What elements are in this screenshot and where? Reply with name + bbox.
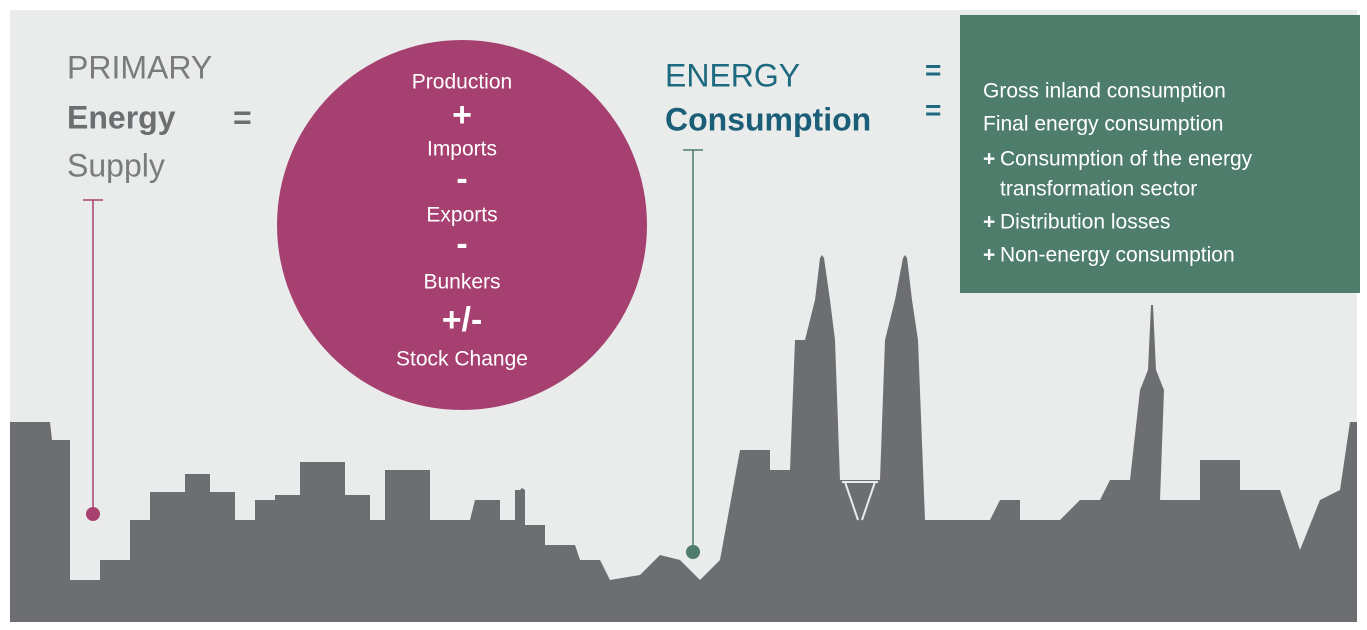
formula-term: Imports bbox=[427, 138, 497, 161]
supply-label: Supply bbox=[67, 147, 165, 183]
formula-operator: +/- bbox=[442, 301, 483, 339]
energy-caption: ENERGY bbox=[665, 57, 800, 93]
formula-term: Exports bbox=[426, 204, 497, 227]
formula-term: Bunkers bbox=[423, 271, 500, 294]
box-line: transformation sector bbox=[1000, 178, 1197, 201]
formula-term: Stock Change bbox=[396, 348, 528, 371]
connector-dot bbox=[86, 507, 100, 521]
box-line: Consumption of the energy bbox=[1000, 148, 1253, 171]
box-line: Distribution losses bbox=[1000, 211, 1170, 234]
box-operator: + bbox=[983, 244, 995, 267]
box-line: Final energy consumption bbox=[983, 113, 1223, 136]
box-operator: + bbox=[983, 148, 995, 171]
box-line: Gross inland consumption bbox=[983, 80, 1226, 103]
formula-operator: + bbox=[452, 96, 472, 134]
energy-label: Energy bbox=[67, 99, 176, 135]
equals-sign: = bbox=[925, 94, 941, 125]
box-operator: + bbox=[983, 211, 995, 234]
infographic: PRIMARY Energy = Supply Production + Imp… bbox=[0, 0, 1367, 630]
equals-sign: = bbox=[925, 54, 941, 85]
box-line: Non-energy consumption bbox=[1000, 244, 1235, 267]
formula-term: Production bbox=[412, 71, 512, 94]
equals-sign: = bbox=[233, 99, 252, 135]
formula-operator: - bbox=[456, 160, 467, 198]
formula-operator: - bbox=[456, 225, 467, 263]
connector-dot bbox=[686, 545, 700, 559]
consumption-label: Consumption bbox=[665, 101, 871, 137]
primary-label: PRIMARY bbox=[67, 49, 212, 85]
